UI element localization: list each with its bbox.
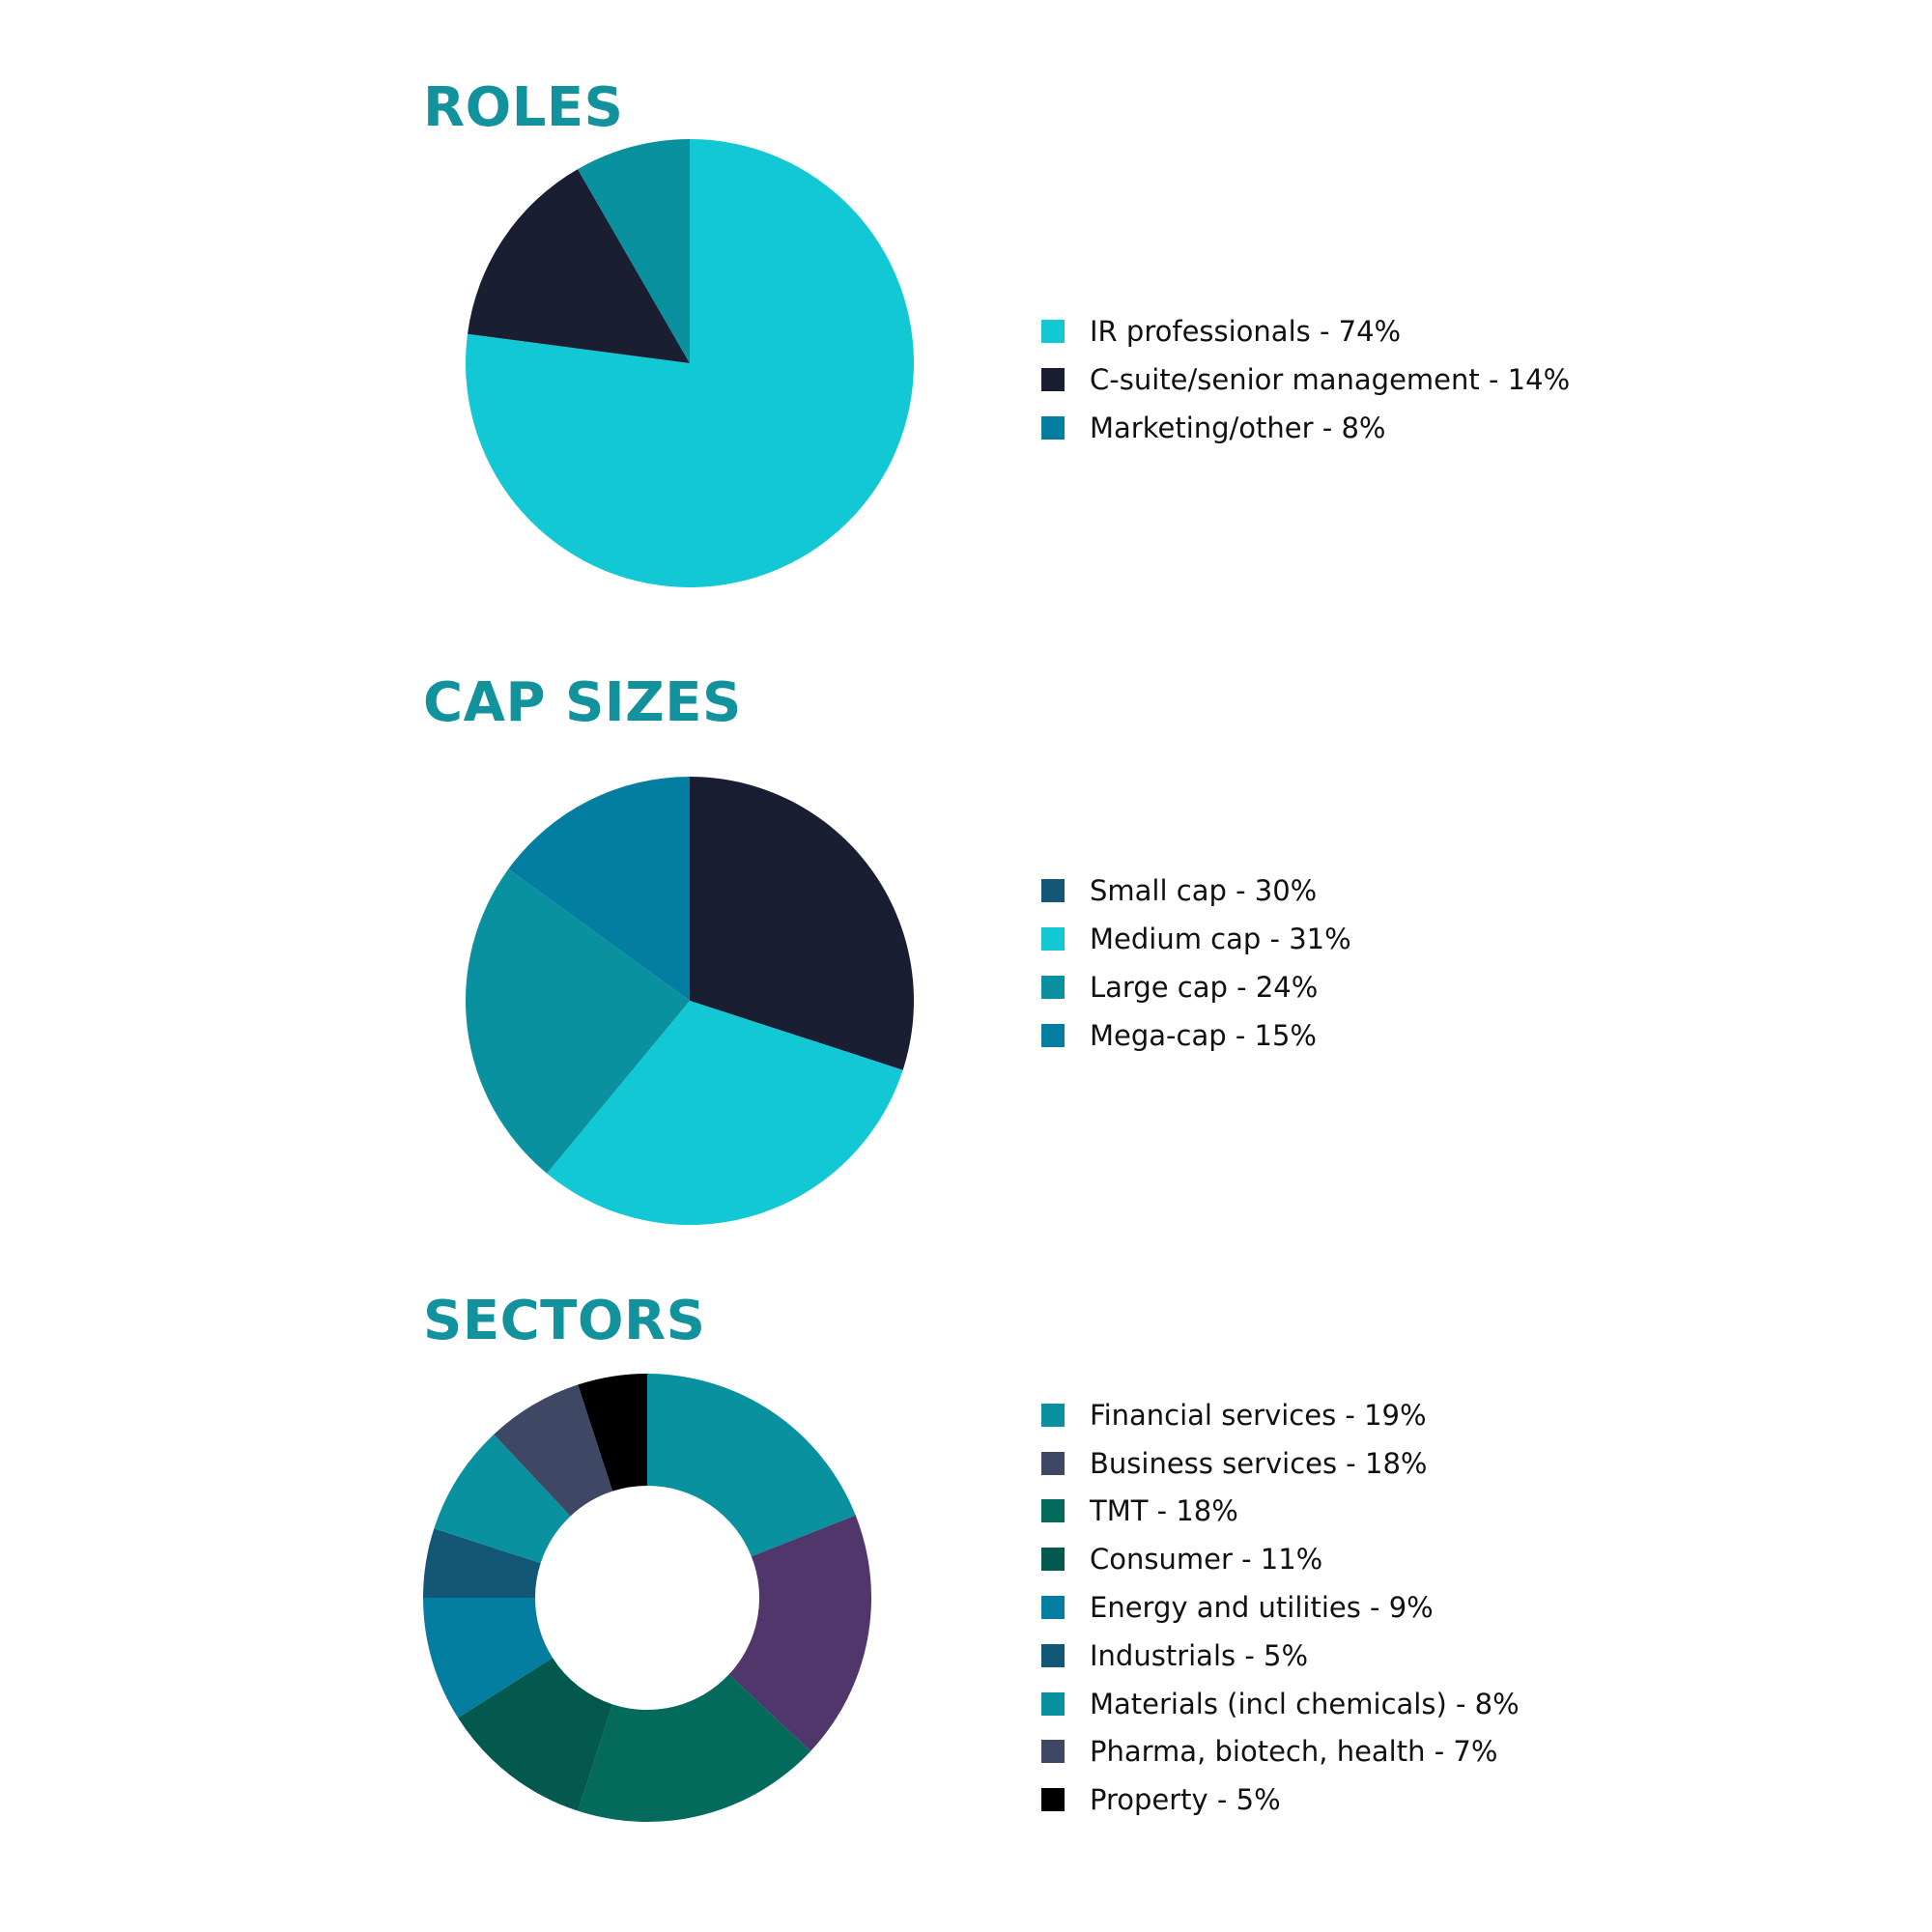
- cap-sizes-slice-small-cap: [690, 777, 914, 1070]
- legend-swatch: [1041, 1740, 1065, 1764]
- cap-sizes-legend-item: Mega-cap - 15%: [1041, 1011, 1351, 1060]
- roles-pie-chart: [466, 139, 914, 587]
- sectors-legend-item: Industrials - 5%: [1041, 1632, 1520, 1680]
- cap-sizes-slice-large-cap: [466, 868, 690, 1174]
- sectors-slice-tmt: [578, 1674, 811, 1822]
- legend-label: Medium cap - 31%: [1090, 923, 1351, 955]
- legend-label: Materials (incl chemicals) - 8%: [1090, 1687, 1520, 1720]
- legend-swatch: [1041, 320, 1065, 343]
- sectors-slice-property: [578, 1374, 647, 1492]
- cap-sizes-legend: Small cap - 30% Medium cap - 31% Large cap…: [1041, 867, 1351, 1060]
- roles-legend-item: C-suite/senior management - 14%: [1041, 355, 1570, 404]
- legend-label: C-suite/senior management - 14%: [1090, 363, 1571, 396]
- legend-label: Financial services - 19%: [1090, 1398, 1427, 1432]
- cap-sizes-slice-medium-cap: [547, 1001, 903, 1225]
- sectors-legend-item: Consumer - 11%: [1041, 1535, 1520, 1583]
- sectors-legend-item: Business services - 18%: [1041, 1439, 1520, 1488]
- legend-label: Large cap - 24%: [1090, 971, 1319, 1004]
- legend-swatch: [1041, 1643, 1065, 1667]
- legend-swatch: [1041, 927, 1065, 951]
- legend-swatch: [1041, 368, 1065, 391]
- legend-label: Property - 5%: [1090, 1783, 1281, 1817]
- legend-swatch: [1041, 1499, 1065, 1523]
- cap-sizes-slice-mega-cap: [508, 777, 690, 1001]
- sectors-donut-chart: [423, 1374, 872, 1822]
- legend-swatch: [1041, 976, 1065, 999]
- sectors-slice-business-services: [728, 1515, 872, 1751]
- sectors-legend-item: Financial services - 19%: [1041, 1391, 1520, 1439]
- roles-legend-item: IR professionals - 74%: [1041, 307, 1570, 355]
- sectors-slice-industrials: [423, 1528, 541, 1598]
- sectors-legend-item: Pharma, biotech, health - 7%: [1041, 1728, 1520, 1776]
- legend-label: TMT - 18%: [1090, 1494, 1238, 1528]
- legend-label: Consumer - 11%: [1090, 1543, 1323, 1577]
- sectors-slice-materials-incl-chemicals: [434, 1434, 571, 1564]
- roles-title: ROLES: [423, 76, 624, 139]
- roles-legend: IR professionals - 74% C-suite/senior man…: [1041, 307, 1570, 452]
- legend-label: Mega-cap - 15%: [1090, 1019, 1317, 1052]
- legend-swatch: [1041, 879, 1065, 902]
- legend-label: Energy and utilities - 9%: [1090, 1591, 1434, 1625]
- sectors-slice-energy-and-utilities: [423, 1598, 554, 1719]
- legend-swatch: [1041, 1403, 1065, 1427]
- roles-legend-item: Marketing/other - 8%: [1041, 404, 1570, 452]
- legend-label: Business services - 18%: [1090, 1446, 1428, 1480]
- sectors-legend-item: Property - 5%: [1041, 1776, 1520, 1824]
- sectors-legend: Financial services - 19% Business service…: [1041, 1391, 1520, 1824]
- cap-sizes-legend-item: Small cap - 30%: [1041, 867, 1351, 915]
- roles-slice-marketing-other: [578, 139, 690, 363]
- legend-label: Marketing/other - 8%: [1090, 412, 1386, 444]
- legend-swatch: [1041, 416, 1065, 440]
- legend-swatch: [1041, 1451, 1065, 1475]
- legend-label: Pharma, biotech, health - 7%: [1090, 1735, 1498, 1769]
- sectors-slice-pharma-biotech-health: [494, 1384, 613, 1517]
- sectors-slice-consumer: [458, 1658, 613, 1811]
- legend-label: Industrials - 5%: [1090, 1638, 1309, 1672]
- roles-slice-c-suite-senior-management: [467, 169, 690, 363]
- sectors-slice-financial-services: [647, 1374, 856, 1557]
- cap-sizes-pie-chart: [466, 777, 914, 1225]
- legend-swatch: [1041, 1548, 1065, 1572]
- cap-sizes-legend-item: Medium cap - 31%: [1041, 915, 1351, 963]
- legend-swatch: [1041, 1596, 1065, 1620]
- sectors-title: SECTORS: [423, 1290, 706, 1352]
- legend-label: Small cap - 30%: [1090, 874, 1318, 907]
- cap-sizes-title: CAP SIZES: [423, 671, 742, 734]
- legend-label: IR professionals - 74%: [1090, 315, 1402, 348]
- sectors-legend-item: TMT - 18%: [1041, 1488, 1520, 1536]
- legend-swatch: [1041, 1024, 1065, 1047]
- legend-swatch: [1041, 1691, 1065, 1716]
- sectors-legend-item: Energy and utilities - 9%: [1041, 1583, 1520, 1632]
- legend-swatch: [1041, 1788, 1065, 1812]
- sectors-legend-item: Materials (incl chemicals) - 8%: [1041, 1680, 1520, 1728]
- cap-sizes-legend-item: Large cap - 24%: [1041, 963, 1351, 1011]
